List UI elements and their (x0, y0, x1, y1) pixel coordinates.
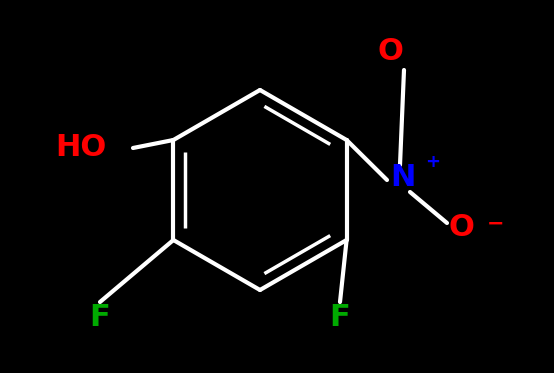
Text: O: O (448, 213, 474, 242)
Text: HO: HO (55, 134, 106, 163)
Text: F: F (330, 304, 350, 332)
Text: −: − (487, 214, 505, 234)
Text: O: O (377, 38, 403, 66)
Text: F: F (90, 304, 110, 332)
Text: N: N (390, 163, 416, 192)
Text: +: + (425, 153, 440, 171)
